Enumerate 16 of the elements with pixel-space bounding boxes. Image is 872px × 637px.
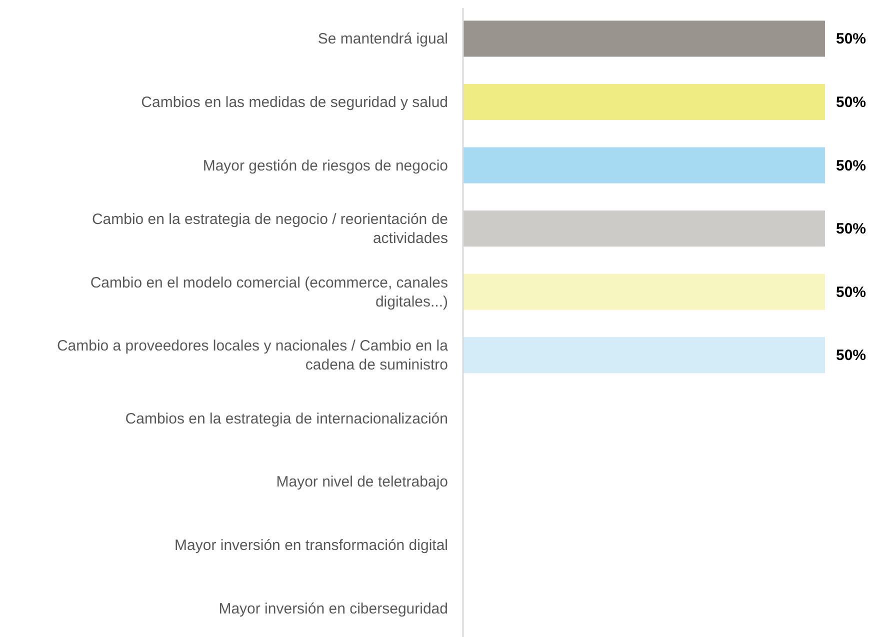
data-label: 50% (836, 157, 866, 174)
y-tick-label: Se mantendrá igual (318, 30, 448, 48)
y-tick-label: Cambio en el modelo comercial (ecommerce, canales digitales...) (90, 274, 448, 310)
y-tick-label: Mayor gestión de riesgos de negocio (202, 157, 448, 174)
y-tick-label: Mayor inversión en transformación digital (174, 537, 448, 554)
y-tick-label: Mayor nivel de teletrabajo (276, 474, 448, 491)
data-label: 50% (836, 94, 866, 111)
data-label: 50% (836, 284, 866, 301)
data-label: 50% (836, 30, 866, 48)
y-tick-label: Cambio en la estrategia de negocio / reorientación de actividades (92, 211, 448, 248)
y-tick-label: Cambio a proveedores locales y nacionales / Cambio en la cadena de suministro (56, 338, 449, 374)
y-tick-label: Mayor inversión en ciberseguridad (218, 600, 448, 618)
data-label: 50% (836, 347, 866, 364)
y-tick-label: Cambios en las medidas de seguridad y salud (141, 94, 448, 111)
data-label: 50% (836, 220, 866, 238)
y-tick-label: Cambios en la estrategia de internacionalización (125, 410, 448, 428)
